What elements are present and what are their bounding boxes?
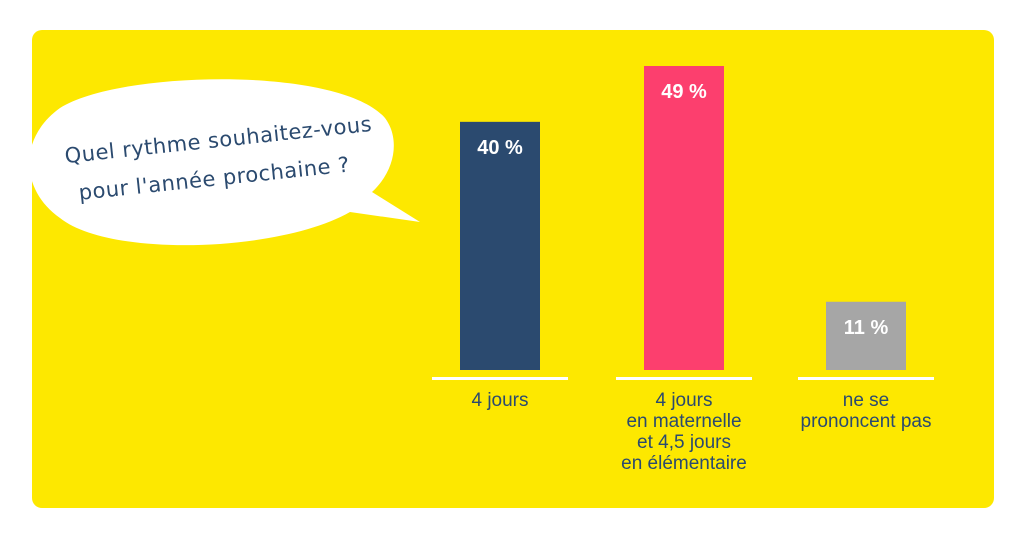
category-label-3: ne se prononcent pas [801,390,932,432]
baseline-3 [798,377,934,380]
category-label-1: 4 jours [471,390,528,411]
bars-layer: 40 % 4 jours 49 % 4 jours en maternelle et 4,… [432,66,934,474]
speech-bubble-shape [29,79,421,246]
bar-value-label-1: 40 % [477,137,523,159]
bar-2 [644,66,724,370]
category-label-2: 4 jours en maternelle et 4,5 jours en éléme… [621,390,747,474]
bar-value-label-2: 49 % [661,81,707,103]
bar-1 [460,121,540,370]
speech-bubble: Quel rythme souhaitez-vous pour l'année … [29,79,421,246]
bar-3 [826,301,906,370]
bar-value-label-3: 11 % [844,317,889,339]
baseline-2 [616,377,752,380]
baseline-1 [432,377,568,380]
